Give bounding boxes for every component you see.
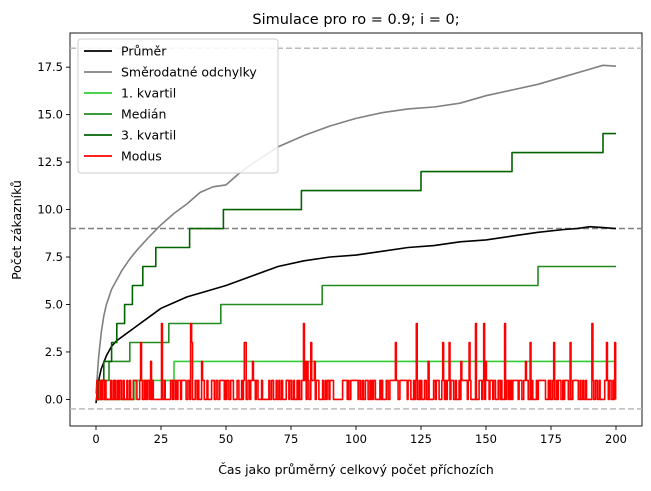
legend-box bbox=[77, 38, 279, 174]
y-tick-label-3: 7.5 bbox=[45, 250, 63, 264]
series-line-4 bbox=[96, 132, 616, 401]
chart-title: Simulace pro ro = 0.9; i = 0; bbox=[252, 12, 459, 28]
series-1 bbox=[95, 64, 617, 394]
y-tick-label-7: 17.5 bbox=[37, 60, 63, 74]
series-line-3 bbox=[96, 265, 616, 401]
legend-label-0: Průměr bbox=[121, 44, 167, 59]
plot-area bbox=[69, 32, 643, 427]
series-4 bbox=[96, 132, 616, 401]
legend-label-4: 3. kvartil bbox=[121, 128, 176, 143]
y-tick-label-5: 12.5 bbox=[37, 155, 63, 169]
x-tick-label-7: 175 bbox=[540, 432, 562, 446]
x-axis: 0 25 50 75 100 125 150 175 200 bbox=[92, 426, 627, 446]
legend-label-1: Směrodatné odchylky bbox=[121, 65, 257, 80]
series-layer bbox=[95, 64, 617, 404]
x-tick-label-1: 25 bbox=[154, 432, 169, 446]
y-tick-label-0: 0.0 bbox=[45, 392, 63, 406]
y-axis: 0.0 2.5 5.0 7.5 10.0 12.5 15.0 17.5 bbox=[37, 60, 70, 406]
series-line-1 bbox=[95, 64, 617, 394]
x-tick-label-3: 75 bbox=[284, 432, 299, 446]
x-tick-label-0: 0 bbox=[92, 432, 99, 446]
x-tick-label-8: 200 bbox=[605, 432, 627, 446]
series-5 bbox=[96, 322, 617, 401]
series-line-0 bbox=[95, 225, 617, 404]
x-tick-label-6: 150 bbox=[475, 432, 497, 446]
y-tick-label-6: 15.0 bbox=[37, 108, 63, 122]
legend-label-5: Modus bbox=[121, 149, 162, 164]
x-axis-label: Čas jako průměrný celkový počet příchozí… bbox=[218, 462, 494, 477]
legend-label-2: 1. kvartil bbox=[121, 86, 176, 101]
series-0 bbox=[95, 225, 617, 404]
y-tick-label-1: 2.5 bbox=[45, 345, 63, 359]
series-3 bbox=[96, 265, 616, 401]
x-tick-label-4: 100 bbox=[345, 432, 367, 446]
y-tick-label-4: 10.0 bbox=[37, 203, 63, 217]
legend-label-3: Medián bbox=[121, 107, 166, 122]
series-line-5 bbox=[96, 322, 617, 401]
y-tick-label-2: 5.0 bbox=[45, 297, 63, 311]
x-tick-label-5: 125 bbox=[410, 432, 432, 446]
y-axis-label: Počet zákazníků bbox=[9, 180, 24, 280]
legend: Průměr Směrodatné odchylky 1. kvartil Mediá… bbox=[77, 38, 279, 174]
x-tick-label-2: 50 bbox=[219, 432, 234, 446]
